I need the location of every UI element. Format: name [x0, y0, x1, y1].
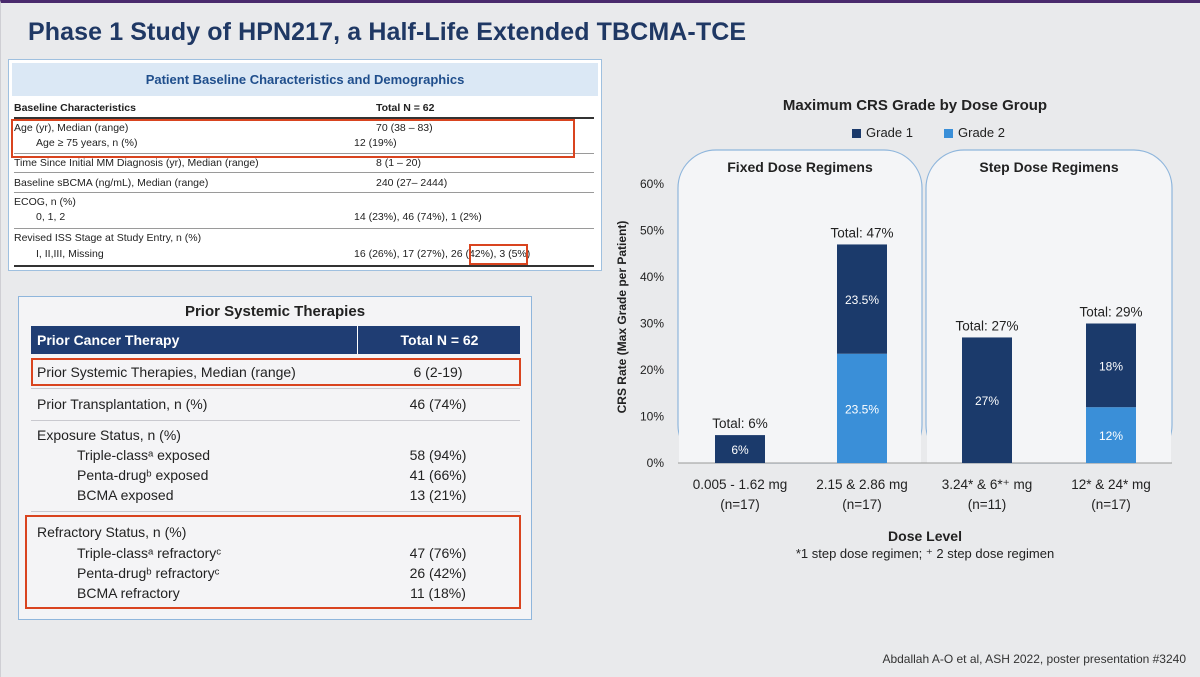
bar-label: 18%: [1099, 359, 1123, 373]
slide-title: Phase 1 Study of HPN217, a Half-Life Ext…: [28, 18, 747, 46]
baseline-row: Age (yr), Median (range) 70 (38 – 83): [14, 122, 433, 134]
prior-therapies-panel: Prior Systemic Therapies Prior Cancer Th…: [18, 296, 532, 620]
prior-value: 58 (94%): [409, 447, 467, 463]
bar-label: 6%: [731, 443, 749, 457]
x-tick-label: 2.15 & 2.86 mg: [816, 477, 908, 492]
prior-value: 46 (74%): [409, 396, 467, 412]
prior-row: Triple-classᵃ refractoryᶜ: [77, 545, 222, 561]
legend-grade2: Grade 2: [944, 125, 1005, 140]
baseline-table-header: Patient Baseline Characteristics and Dem…: [12, 63, 598, 96]
bar-total-label: Total: 29%: [1079, 305, 1142, 320]
y-tick-label: 50%: [640, 224, 664, 238]
legend-swatch: [852, 129, 861, 139]
bar-grade1: [715, 435, 765, 463]
dose-group-label: Fixed Dose Regimens: [727, 159, 873, 175]
bar-label: 27%: [975, 394, 999, 408]
bar-label: 23.5%: [845, 293, 879, 307]
prior-row: Prior Systemic Therapies, Median (range): [37, 364, 296, 380]
baseline-row: Baseline sBCMA (ng/mL), Median (range) 2…: [14, 177, 448, 189]
bar-total-label: Total: 6%: [712, 416, 768, 431]
x-tick-label: 3.24* & 6*⁺ mg: [942, 477, 1032, 492]
prior-col1-header: Prior Cancer Therapy: [37, 332, 180, 348]
median-highlight-box: [31, 358, 521, 386]
x-tick-n-label: (n=17): [1091, 497, 1130, 512]
x-tick-n-label: (n=11): [968, 497, 1006, 512]
iss-highlight-box: [469, 244, 528, 265]
x-tick-n-label: (n=17): [720, 497, 759, 512]
prior-row: Refractory Status, n (%): [37, 524, 187, 540]
baseline-row: Time Since Initial MM Diagnosis (yr), Me…: [14, 157, 421, 169]
y-tick-label: 60%: [640, 177, 664, 191]
prior-row: Prior Transplantation, n (%): [37, 396, 208, 412]
prior-value: 41 (66%): [409, 467, 467, 483]
bar-grade2: [837, 353, 887, 463]
prior-value: 6 (2-19): [413, 364, 463, 380]
baseline-col1-header: Baseline Characteristics: [14, 102, 136, 114]
y-axis-label: CRS Rate (Max Grade per Patient): [615, 220, 629, 414]
age-highlight-box: [11, 119, 575, 158]
y-tick-label: 0%: [647, 456, 665, 470]
refractory-highlight-box: [25, 515, 521, 609]
y-tick-label: 30%: [640, 317, 664, 331]
prior-row: Penta-drugᵇ exposed: [77, 467, 209, 483]
bar-grade1: [962, 337, 1012, 463]
baseline-col2-header: Total N = 62: [376, 102, 435, 114]
bar-label: 23.5%: [845, 402, 879, 416]
dose-group-label: Step Dose Regimens: [979, 159, 1118, 175]
prior-col2-header: Total N = 62: [357, 326, 521, 354]
bar-total-label: Total: 27%: [955, 318, 1018, 333]
chart-title: Maximum CRS Grade by Dose Group: [782, 97, 1048, 114]
bar-grade2: [1086, 407, 1136, 463]
bar-grade1: [837, 244, 887, 354]
baseline-row: ECOG, n (%): [14, 196, 76, 208]
baseline-header-row: Baseline Characteristics Total N = 62: [14, 102, 592, 114]
prior-value: 11 (18%): [410, 585, 466, 601]
x-axis-title: Dose Level: [888, 528, 962, 544]
prior-therapies-title: Prior Systemic Therapies: [184, 303, 366, 320]
baseline-row: 0, 1, 2 14 (23%), 46 (74%), 1 (2%): [36, 211, 482, 223]
bar-total-label: Total: 47%: [830, 225, 893, 240]
y-tick-label: 10%: [640, 410, 664, 424]
prior-row: BCMA exposed: [77, 487, 174, 503]
prior-row: BCMA refractory: [77, 585, 180, 601]
x-tick-label: 0.005 - 1.62 mg: [693, 477, 788, 492]
baseline-table: Patient Baseline Characteristics and Dem…: [8, 59, 602, 271]
prior-value: 26 (42%): [409, 565, 467, 581]
prior-row: Penta-drugᵇ refractoryᶜ: [77, 565, 220, 581]
x-tick-n-label: (n=17): [842, 497, 881, 512]
chart-footnote: *1 step dose regimen; ⁺ 2 step dose regi…: [795, 546, 1055, 561]
y-tick-label: 20%: [640, 363, 664, 377]
baseline-row: I, II,III, Missing 16 (26%), 17 (27%), 2…: [36, 248, 531, 260]
x-tick-label: 12* & 24* mg: [1071, 477, 1151, 492]
prior-value: 13 (21%): [409, 487, 467, 503]
prior-row: Triple-classᵃ exposed: [77, 447, 211, 463]
bar-label: 12%: [1099, 429, 1123, 443]
prior-value: 47 (76%): [409, 545, 467, 561]
prior-row: Exposure Status, n (%): [37, 427, 181, 443]
y-tick-label: 40%: [640, 270, 664, 284]
legend-swatch: [944, 129, 953, 139]
citation: Abdallah A-O et al, ASH 2022, poster pre…: [882, 652, 1186, 666]
baseline-row: Revised ISS Stage at Study Entry, n (%): [14, 232, 202, 244]
prior-therapies-header: Prior Cancer Therapy Total N = 62: [31, 326, 520, 354]
legend-grade1: Grade 1: [852, 125, 913, 140]
bar-grade1: [1086, 323, 1136, 408]
baseline-row: Age ≥ 75 years, n (%) 12 (19%): [36, 137, 397, 149]
